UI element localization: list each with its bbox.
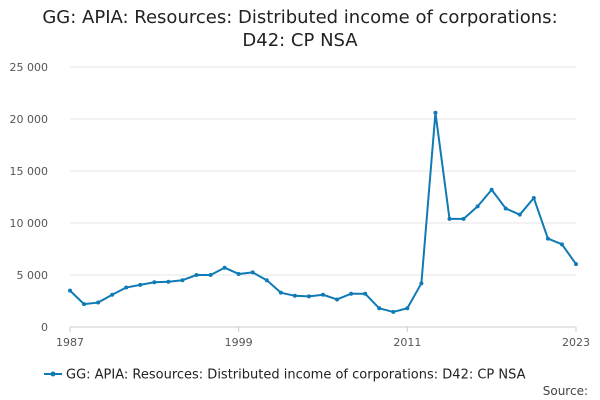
- data-point: [574, 262, 578, 267]
- chart-title: GG: APIA: Resources: Distributed income …: [0, 6, 600, 52]
- data-point: [180, 278, 185, 283]
- data-point: [335, 297, 340, 302]
- data-point: [194, 273, 199, 277]
- y-tick-label: 0: [41, 321, 48, 334]
- data-point: [110, 292, 115, 297]
- data-point: [447, 216, 452, 221]
- data-point: [349, 291, 354, 296]
- data-point: [152, 280, 157, 285]
- data-point: [278, 290, 283, 295]
- y-tick-label: 20 000: [10, 113, 49, 126]
- data-point: [489, 187, 494, 192]
- series-line: [69, 111, 577, 313]
- y-tick-label: 15 000: [10, 165, 49, 178]
- chart-title-line-2: D42: CP NSA: [242, 30, 358, 51]
- data-point: [475, 204, 480, 209]
- y-axis-ticks: 0 5 000 10 000 15 000 20 000 25 000: [10, 61, 49, 334]
- data-point: [250, 270, 255, 275]
- data-point: [306, 294, 311, 299]
- data-point: [124, 285, 129, 290]
- data-point: [419, 281, 424, 286]
- data-point: [461, 216, 466, 221]
- y-tick-label: 5 000: [17, 269, 49, 282]
- data-point: [363, 291, 368, 296]
- legend-marker: [50, 371, 56, 377]
- series-layer: [68, 110, 578, 314]
- y-tick-label: 10 000: [10, 217, 49, 230]
- data-point: [377, 306, 382, 311]
- y-tick-label: 25 000: [10, 61, 49, 74]
- data-point: [545, 236, 550, 241]
- data-point: [208, 273, 213, 277]
- data-point: [68, 288, 72, 293]
- x-tick-label: 1987: [56, 336, 84, 349]
- x-tick-label: 2011: [393, 336, 421, 349]
- data-point: [391, 309, 396, 314]
- x-tick-label: 1999: [225, 336, 253, 349]
- data-point: [82, 302, 87, 307]
- data-point: [559, 242, 564, 247]
- x-axis-ticks: 1987 1999 2011 2023: [56, 327, 590, 349]
- data-point: [503, 206, 508, 211]
- data-point: [264, 278, 269, 283]
- data-point: [321, 292, 325, 297]
- source-label: Source:: [543, 384, 588, 398]
- legend: GG: APIA: Resources: Distributed income …: [44, 368, 526, 383]
- data-point: [292, 293, 297, 298]
- data-point: [236, 271, 241, 276]
- grid-layer: [70, 66, 576, 328]
- data-point: [138, 282, 143, 287]
- legend-label: GG: APIA: Resources: Distributed income …: [66, 368, 526, 383]
- data-point: [433, 110, 438, 115]
- data-point: [517, 212, 522, 217]
- data-point: [222, 265, 227, 270]
- x-tick-label: 2023: [562, 336, 590, 349]
- data-point: [531, 196, 536, 201]
- chart-title-line-1: GG: APIA: Resources: Distributed income …: [42, 7, 558, 28]
- data-point: [96, 300, 101, 305]
- data-point: [166, 279, 171, 284]
- data-point: [405, 306, 410, 311]
